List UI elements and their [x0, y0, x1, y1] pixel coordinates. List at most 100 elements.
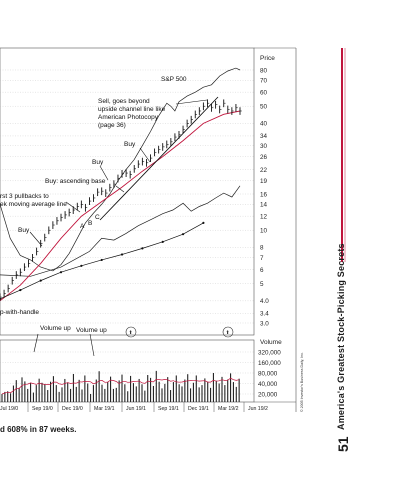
copyright-notice: © 2005 Investor's Business Daily, Inc.	[300, 352, 304, 412]
earnings-marker-1	[125, 326, 137, 338]
rs-line-segment	[121, 248, 143, 255]
volume-tick-label: 160,000	[258, 360, 281, 367]
sell-note-line-1: Sell, goes beyond	[98, 98, 150, 105]
x-tick-label: Mar 19/1	[94, 406, 115, 412]
point-b-label: B	[88, 220, 92, 227]
moving-average-line	[0, 110, 241, 302]
volume-average-line	[1, 377, 240, 395]
volume-axis-label: Volume	[260, 339, 282, 346]
rs-point	[19, 288, 22, 292]
rs-point	[39, 279, 42, 282]
price-tick-labels: 80 70 60 50 40 34 30 26 22 19 16 14 12 10 8 7 6 5 4.0 3.4 3.…	[260, 67, 269, 327]
rs-line-segment	[0, 289, 21, 300]
price-tick-label: 16	[260, 191, 268, 198]
price-tick-label: 10	[260, 228, 268, 235]
price-tick-label: 5	[260, 281, 264, 288]
x-tick-label: Jul 19/0	[0, 406, 18, 412]
earnings-marker-2-glyph: ⬆	[226, 330, 230, 336]
buy-arrow-low	[29, 231, 43, 247]
price-tick-label: 12	[260, 213, 268, 220]
point-a-label: A	[80, 223, 85, 230]
price-tick-label: 3.4	[260, 311, 269, 318]
rs-line-segment	[20, 280, 41, 291]
rs-point	[80, 264, 83, 267]
x-tick-label: Sep 19/0	[32, 406, 53, 412]
price-tick-label: 34	[260, 133, 268, 140]
sell-note-line-2: upside channel line like	[98, 106, 166, 113]
relative-strength-line	[0, 221, 205, 301]
volume-up-label-1: Volume up	[40, 325, 71, 332]
rs-point	[59, 271, 63, 274]
caption-text: d 608% in 87 weeks.	[0, 425, 77, 434]
buy-label-mid: Buy	[92, 159, 104, 166]
price-tick-label: 26	[260, 154, 268, 161]
rs-point	[120, 253, 124, 256]
price-axis-label: Price	[260, 55, 275, 62]
volume-tick-label: 40,000	[258, 381, 278, 388]
sp500-line	[0, 67, 241, 272]
price-tick-label: 14	[260, 202, 268, 209]
rs-line-segment	[81, 259, 102, 267]
price-tick-label: 7	[260, 255, 264, 262]
pullbacks-line-1: rst 3 pullbacks to	[0, 193, 49, 200]
rs-line-segment	[162, 233, 184, 243]
pullback-arrow	[65, 201, 81, 213]
price-tick-label: 50	[260, 104, 268, 111]
x-tick-label: Dec 19/0	[62, 406, 83, 412]
rs-line-segment	[101, 254, 123, 261]
price-tick-label: 4.0	[260, 298, 269, 305]
rs-point	[141, 247, 144, 250]
rs-point	[202, 221, 205, 224]
price-tick-label: 22	[260, 167, 268, 174]
earnings-marker-2	[222, 326, 234, 338]
price-tick-label: 70	[260, 78, 268, 85]
rs-line-segment	[182, 222, 204, 235]
x-tick-label: Dec 19/1	[188, 406, 209, 412]
volume-tick-label: 320,000	[258, 349, 281, 356]
price-tick-label: 40	[260, 121, 268, 128]
x-tick-label: Mar 19/2	[218, 406, 239, 412]
rs-point	[0, 297, 2, 301]
point-c-label: C	[95, 214, 100, 221]
cup-with-handle-label: p-with-handle	[0, 309, 39, 316]
sell-note-line-4: (page 36)	[98, 122, 126, 129]
price-tick-label: 6	[260, 267, 264, 274]
price-tick-label: 80	[260, 67, 268, 74]
sp500-label: S&P 500	[161, 76, 187, 83]
volume-tick-labels: 320,000 160,000 80,000 40,000 20,000	[258, 349, 281, 398]
sell-arrow	[175, 99, 208, 105]
stock-chart: 80 70 60 50 40 34 30 26 22 19 16 14 12 10 8 7 6 5 4.0 3.4 3.…	[0, 47, 346, 412]
ascending-arrow	[115, 185, 125, 193]
rs-point	[161, 240, 164, 243]
upper-channel-line	[99, 96, 219, 221]
x-tick-label: Jun 19/1	[126, 406, 146, 412]
volume-up-label-2: Volume up	[76, 327, 107, 334]
rs-line-segment	[60, 265, 82, 273]
lower-channel-line	[0, 185, 241, 277]
sell-note-line-3: American Photocopy	[98, 114, 159, 121]
buy-arrow-mid	[99, 165, 109, 181]
rs-line-segment	[142, 241, 163, 249]
pullbacks-line-2: ek moving average line	[0, 201, 67, 208]
price-tick-label: 30	[260, 143, 268, 150]
buy-label-low: Buy	[18, 227, 30, 234]
price-tick-label: 8	[260, 245, 264, 252]
volume-up-arrow-1	[33, 333, 39, 353]
side-running-title: America's Greatest Stock-Picking Secrets	[336, 243, 346, 430]
rs-line-segment	[40, 271, 62, 281]
price-tick-label: 3.0	[260, 320, 269, 327]
x-tick-label: Jun 19/2	[248, 406, 268, 412]
rs-point	[100, 258, 103, 262]
ascending-base-label: Buy: ascending base	[45, 178, 106, 185]
earnings-marker-1-glyph: ⬆	[129, 330, 133, 336]
page-number: 51	[335, 436, 351, 452]
x-tick-label: Sep 19/1	[158, 406, 179, 412]
volume-up-arrow-2	[89, 333, 95, 357]
x-tick-labels: Jul 19/0 Sep 19/0 Dec 19/0 Mar 19/1 Jun 19/1…	[0, 402, 268, 412]
volume-bars	[1, 370, 240, 402]
price-tick-label: 60	[260, 89, 268, 96]
price-bars	[0, 99, 242, 302]
buy-label-top: Buy	[124, 141, 136, 148]
volume-tick-label: 80,000	[258, 370, 278, 377]
volume-tick-label: 20,000	[258, 391, 278, 398]
